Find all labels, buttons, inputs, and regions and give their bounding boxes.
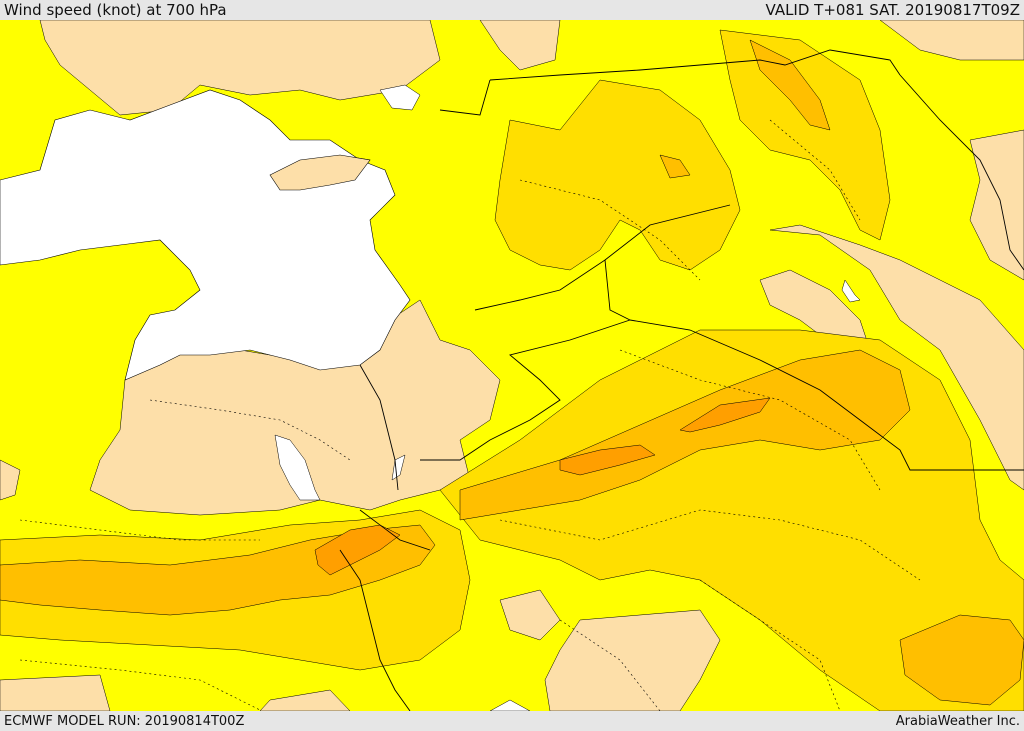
province-line-8 [19,659,261,711]
province-line-6 [699,579,841,711]
border-egypt-israel [359,364,399,491]
band-4-region-west [314,524,401,576]
province-line-9 [769,119,861,221]
border-turkey-syria [439,79,491,116]
persian-lake [841,279,861,303]
border-egypt-sudan [359,509,431,551]
province-line-2 [619,349,881,491]
border-iraq-syria-line [604,204,731,261]
calm-region-north-mid [479,20,561,71]
valid-time: VALID T+081 SAT. 20190817T09Z [765,1,1020,19]
border-iran [899,74,1024,271]
country-borders [339,49,1024,711]
calm-region-saudi-south [499,589,561,641]
red-sea [274,434,321,501]
border-saudi-iraq [629,319,1024,471]
cyprus-island [269,154,371,191]
border-jordan-iraq [474,259,631,321]
border-syria-iraq [489,49,901,81]
calm-region-west-small [0,459,21,501]
calm-region-sudan-east [259,689,351,711]
map-header: Wind speed (knot) at 700 hPa VALID T+081… [0,0,1024,20]
band-3-region-main [459,349,911,521]
band-4-region-east [679,397,771,433]
calm-region-iraq [769,224,1024,491]
province-line-3 [499,509,921,581]
arabian-sea-edge [489,699,531,711]
map-footer: ECMWF MODEL RUN: 20190814T00Z ArabiaWeat… [0,711,1024,731]
band-2-region-syria [494,79,741,271]
caspian-lake [379,84,421,111]
band-3-region-north [749,39,831,131]
calm-region-northeast [879,20,1024,61]
calm-region-saudi-southeast [544,609,721,711]
province-lines [19,119,921,711]
wind-speed-map [0,20,1024,711]
border-red-sea-coast [339,549,411,711]
band-4-region-main [559,444,656,476]
model-run-label: ECMWF MODEL RUN: 20190814T00Z [4,713,245,729]
band-2-region-northeast [719,29,891,241]
map-title: Wind speed (knot) at 700 hPa [4,1,227,19]
band-3-region-syria-spot [659,154,691,179]
province-line-4 [19,519,260,541]
border-saudi-jordan [420,319,631,461]
province-line-7 [559,619,661,711]
calm-region-turkey [39,20,441,116]
province-line-5 [149,399,351,461]
band-4-regions [314,397,771,576]
calm-region-sudan [0,674,111,711]
credit-label: ArabiaWeather Inc. [895,713,1020,729]
band-3-region-southeast [899,614,1024,706]
province-line-1 [519,179,701,281]
